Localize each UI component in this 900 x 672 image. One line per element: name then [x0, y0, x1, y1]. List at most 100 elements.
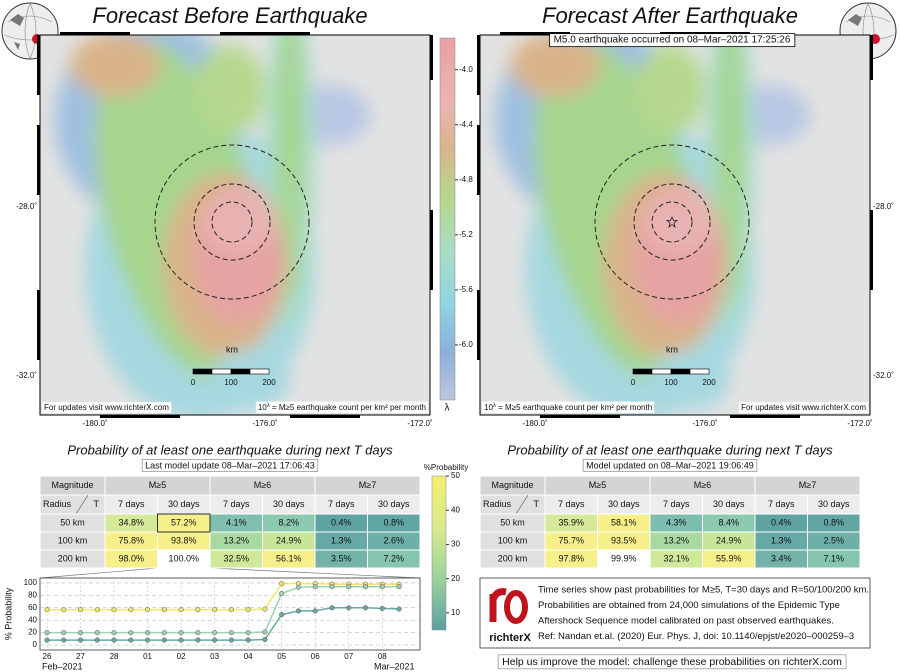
series-point [346, 605, 352, 611]
units-text: = M≥5 earthquake count per km² per month [496, 403, 652, 412]
frame-bar [37, 290, 40, 360]
colorbar-label: λ [445, 403, 450, 414]
colorbar-tick-label: 40 [451, 505, 460, 514]
series-point [279, 581, 285, 587]
probability-value: 32.5% [223, 553, 249, 563]
t-label: T [534, 499, 540, 509]
radius-value: 50 km [60, 517, 85, 527]
series-point [262, 629, 268, 635]
scale-segment [249, 368, 270, 375]
probability-value: 13.2% [663, 535, 689, 545]
series-point [262, 636, 268, 642]
series-point [61, 630, 67, 636]
probability-value: 8.4% [718, 517, 739, 527]
series-point [44, 630, 50, 636]
series-point [195, 607, 201, 613]
frame-bar [477, 125, 480, 195]
series-point [212, 630, 218, 636]
series-point [329, 584, 335, 590]
probability-value: 1.3% [331, 535, 352, 545]
series-point [94, 607, 100, 613]
info-box [479, 577, 871, 649]
period-label: 30 days [168, 499, 200, 509]
scale-unit: km [226, 344, 238, 354]
period-label: 7 days [118, 499, 145, 509]
probability-value: 100.0% [168, 553, 199, 563]
scale-segment [192, 368, 213, 375]
series-point [228, 630, 234, 636]
frame-bar [37, 35, 40, 95]
x-tick-label: 04 [244, 652, 253, 661]
series-point [362, 584, 369, 590]
probability-value: 57.2% [171, 517, 197, 527]
colorbar-tick-label: 20 [451, 574, 460, 583]
series-point [44, 607, 50, 613]
probability-value: 24.9% [276, 535, 302, 545]
radius-label: Radius [43, 499, 72, 509]
t-label: T [94, 499, 100, 509]
table-title: Probability of at least one earthquake d… [67, 442, 393, 457]
latitude-label: -32.0˚ [873, 371, 894, 380]
series-point [379, 605, 385, 611]
units-note: 10λ = M≥5 earthquake count per km² per m… [484, 403, 652, 413]
frame-bar [870, 210, 873, 290]
update-time: Model updated on 08–Mar–2021 19:06:49 [586, 460, 754, 470]
series-point [111, 630, 117, 636]
table-title: Probability of at least one earthquake d… [507, 442, 833, 457]
probability-value: 35.9% [558, 517, 584, 527]
series-point [279, 590, 285, 597]
y-tick-label: 40 [28, 615, 37, 624]
probability-value: 2.5% [823, 535, 844, 545]
series-point [161, 637, 167, 643]
series-line [46, 585, 400, 634]
series-point [312, 584, 318, 590]
radius-value: 100 km [58, 535, 88, 545]
units-base: 10 [484, 403, 493, 412]
probability-value: 4.3% [666, 517, 687, 527]
x-tick-label: 07 [344, 652, 353, 661]
annotation: M5.0 earthquake occurred on 08–Mar–2021 … [554, 35, 791, 46]
y-tick-label: 0 [33, 640, 38, 649]
units-note: 10λ = M≥5 earthquake count per km² per m… [258, 403, 426, 413]
radius-circle [651, 201, 693, 243]
colorbar-tick-label: -4.0 [459, 65, 473, 74]
series-point [228, 607, 234, 613]
series-point [228, 637, 234, 643]
probability-value: 99.9% [611, 553, 637, 563]
info-line: Probabilities are obtained from 24,000 s… [538, 600, 840, 611]
units-exponent: λ [267, 403, 270, 409]
period-label: 7 days [558, 499, 585, 509]
header-label: Magnitude [51, 480, 93, 490]
scale-label: 100 [224, 378, 238, 387]
frame-bar [477, 290, 480, 360]
frame-bar [100, 415, 180, 418]
series-point [362, 605, 369, 611]
series-point [111, 637, 117, 643]
series-point [128, 637, 134, 643]
colorbar-tick-label: -4.8 [459, 175, 473, 184]
series-point [178, 637, 184, 643]
colorbar [439, 37, 456, 401]
x-tick-label: 27 [76, 652, 85, 661]
period-label: 30 days [608, 499, 640, 509]
probability-value: 32.1% [663, 553, 689, 563]
latitude-label: -28.0˚ [16, 202, 37, 211]
probability-value: 75.7% [558, 535, 584, 545]
footer-link: For updates visit www.richterX.com [44, 403, 169, 412]
colorbar-tick-label: -5.2 [459, 230, 473, 239]
map-left [40, 0, 430, 420]
frame-bar [730, 415, 800, 418]
series-line [46, 582, 400, 611]
series-point [329, 605, 335, 611]
probability-value: 0.8% [383, 517, 404, 527]
frame-bar [290, 415, 360, 418]
x-period-label: Feb–2021 [42, 661, 83, 671]
series-point [312, 608, 318, 614]
x-tick-label: 08 [378, 652, 387, 661]
period-label: 30 days [378, 499, 410, 509]
zoom-connector [39, 567, 421, 579]
series-point [61, 607, 67, 613]
radius-circle [633, 183, 711, 261]
series-point [128, 630, 134, 636]
x-tick-label: 05 [277, 652, 286, 661]
